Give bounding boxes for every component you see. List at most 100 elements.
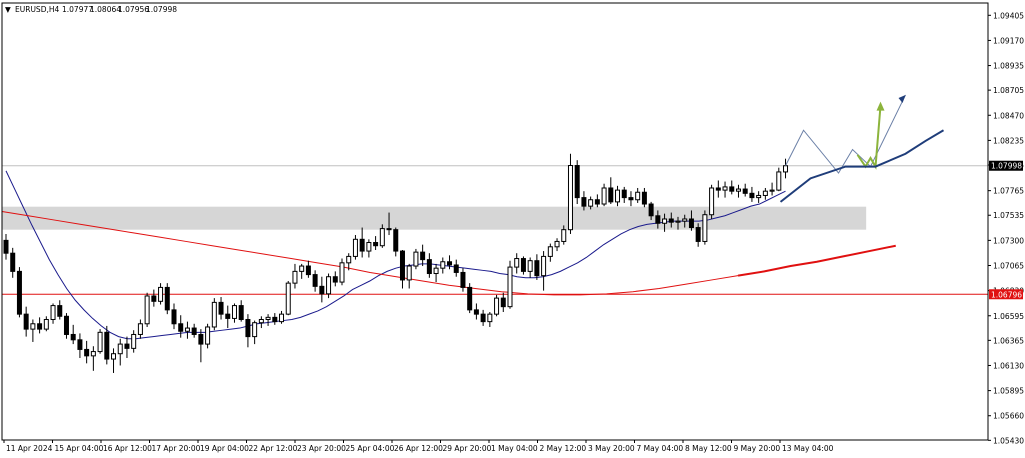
candle-body-bull (601, 187, 607, 205)
candle (70, 324, 76, 345)
candle (43, 316, 49, 332)
candle (749, 186, 755, 202)
candle (272, 313, 278, 325)
forecast-path-green (856, 105, 882, 170)
candle-body-bear (218, 301, 224, 315)
candle-body-bull (265, 316, 271, 320)
time-tick-label: 19 Apr 04:00 (200, 444, 249, 453)
ma-slow-line (1, 211, 739, 296)
candle (695, 223, 701, 247)
candle-body-bear (399, 250, 405, 281)
candle-body-bear (467, 286, 473, 311)
candle (326, 273, 332, 299)
forecast-annotations (779, 94, 945, 203)
time-tick-label: 29 Apr 20:00 (443, 444, 492, 453)
candle (621, 186, 627, 203)
time-tick-label: 26 Apr 12:00 (394, 444, 443, 453)
time-tick-label: 17 Apr 20:00 (152, 444, 201, 453)
candle-body-bull (413, 251, 419, 267)
price-tick-label: 1.07765 (993, 187, 1024, 196)
candle-body-bull (211, 301, 217, 328)
candle-body-bull (158, 286, 164, 302)
candle-body-bear (124, 343, 130, 349)
candle (332, 271, 338, 287)
candle-body-bear (77, 339, 83, 350)
candle (507, 260, 513, 309)
candle (729, 180, 735, 195)
candle-body-bull (783, 165, 789, 173)
candle-body-bull (762, 190, 768, 196)
price-tick-label: 1.08235 (993, 136, 1024, 145)
candle-body-bull (50, 305, 56, 320)
candle (735, 184, 741, 198)
candle (769, 182, 775, 196)
candle-body-bull (433, 267, 439, 275)
candle (23, 306, 29, 337)
supply-zone (2, 206, 867, 230)
price-tags: 1.07998 1.06796 (989, 160, 1023, 300)
candle-body-bear (164, 286, 170, 311)
candle-body-bull (554, 240, 560, 248)
symbol-label: EURUSD,H4 (15, 5, 59, 14)
candle-body-bear (729, 186, 735, 192)
candle (386, 212, 392, 236)
time-tick-label: 7 May 04:00 (637, 444, 684, 453)
current-price-tag-text: 1.07998 (991, 162, 1022, 171)
candle (399, 249, 405, 289)
candle-body-bull (144, 295, 150, 325)
candle-body-bear (57, 305, 63, 317)
candle (346, 253, 352, 271)
candle-body-bull (756, 194, 762, 199)
candle-body-bull (379, 228, 385, 247)
candle (453, 259, 459, 277)
price-tick-label: 1.09405 (993, 11, 1024, 20)
candle-body-bear (3, 239, 9, 254)
candle (709, 184, 715, 219)
candle (480, 309, 486, 326)
collapse-triangle-icon[interactable]: ▼ (5, 5, 11, 14)
candle (541, 251, 547, 291)
candle-body-bear (534, 260, 540, 277)
candle-body-bull (184, 327, 190, 332)
candle-body-bull (252, 322, 258, 338)
candle (84, 340, 90, 364)
candle (520, 256, 526, 275)
candle-body-bull (406, 265, 412, 281)
candle (722, 181, 728, 198)
candle (601, 183, 607, 207)
candle (534, 254, 540, 280)
candle (104, 325, 110, 365)
candle-body-bear (453, 264, 459, 273)
candle-body-bull (292, 270, 298, 284)
candle (171, 303, 177, 330)
candle (10, 247, 16, 278)
candle (50, 303, 56, 324)
candle (460, 268, 466, 292)
candle-body-bull (709, 187, 715, 216)
candle (131, 330, 137, 353)
time-tick-label: 25 Apr 04:00 (346, 444, 395, 453)
candle (117, 338, 123, 366)
price-tick-label: 1.08470 (993, 111, 1024, 120)
candle-body-bull (561, 229, 567, 242)
candle (467, 283, 473, 314)
candle-body-bear (63, 315, 69, 335)
candle-body-bull (97, 331, 103, 353)
candle-body-bull (615, 189, 621, 203)
candle (245, 314, 251, 348)
support-price-tag-bg (989, 289, 1023, 300)
candle (702, 210, 708, 245)
ohlc-low: 1.07956 (118, 5, 149, 14)
candle-body-bear (359, 238, 365, 252)
price-tick-label: 1.08935 (993, 62, 1024, 71)
forecast-arrow-green-icon (876, 101, 885, 111)
ohlc-open: 1.07977 (62, 5, 93, 14)
candle (258, 316, 264, 329)
candle-body-bull (702, 214, 708, 242)
candle-body-bull (487, 313, 493, 323)
candle-body-bull (30, 323, 36, 330)
candle (688, 210, 694, 231)
candle (144, 292, 150, 327)
candle (514, 253, 520, 274)
candle-body-bull (326, 276, 332, 295)
